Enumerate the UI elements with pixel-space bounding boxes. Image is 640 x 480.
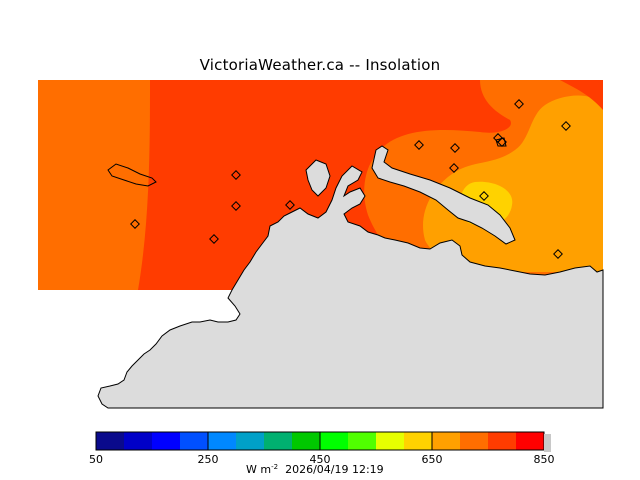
colorbar-tick-label: 50 (89, 453, 103, 466)
station-marker (231, 170, 241, 180)
station-marker (130, 219, 140, 229)
colorbar-swatch (348, 432, 377, 450)
station-marker (285, 200, 295, 210)
colorbar-swatch (404, 432, 433, 450)
colorbar-tick-label: 250 (197, 453, 219, 466)
island-west (107, 163, 157, 187)
station-marker (450, 143, 460, 153)
units-exponent: -2 (271, 463, 279, 471)
station-markers (130, 99, 571, 259)
timestamp: 2026/04/19 12:19 (285, 463, 384, 476)
peninsula-north (305, 159, 331, 197)
land-mask (97, 137, 604, 409)
colorbar-swatch (292, 432, 321, 450)
colorbar-swatch (236, 432, 265, 450)
station-marker (514, 99, 524, 109)
station-marker (209, 234, 219, 244)
colorbar-swatch (460, 432, 489, 450)
colorbar-swatch (180, 432, 209, 450)
field-west-band (38, 80, 150, 290)
map-title: VictoriaWeather.ca -- Insolation (199, 56, 441, 74)
station-marker (231, 201, 241, 211)
colorbar-tick-label: 650 (421, 453, 443, 466)
colorbar-units: W m-2 2026/04/19 12:19 (246, 463, 384, 476)
colorbar-swatch (124, 432, 153, 450)
colorbar-shadow (544, 434, 551, 452)
colorbar-swatch (432, 432, 461, 450)
colorbar-swatch (376, 432, 405, 450)
colorbar-swatch (264, 432, 293, 450)
units-prefix: W m (246, 463, 272, 476)
colorbar-swatch (152, 432, 181, 450)
station-marker (561, 121, 571, 131)
colorbar-swatch (320, 432, 349, 450)
colorbar-tick-label: 450 (309, 453, 331, 466)
colorbar-swatches (95, 432, 545, 450)
station-marker (553, 249, 563, 259)
station-marker (479, 191, 489, 201)
field-northeast (560, 80, 603, 110)
land-area (97, 165, 604, 409)
colorbar-swatch (96, 432, 125, 450)
saanich-inlet-land (371, 145, 516, 245)
field-warm-band (423, 95, 603, 272)
station-marker (449, 163, 459, 173)
colorbar-swatch (516, 432, 545, 450)
colorbar-swatch (208, 432, 237, 450)
station-marker (414, 140, 424, 150)
colorbar-tick-label: 850 (533, 453, 555, 466)
colorbar-swatch (488, 432, 517, 450)
station-marker (497, 137, 507, 147)
